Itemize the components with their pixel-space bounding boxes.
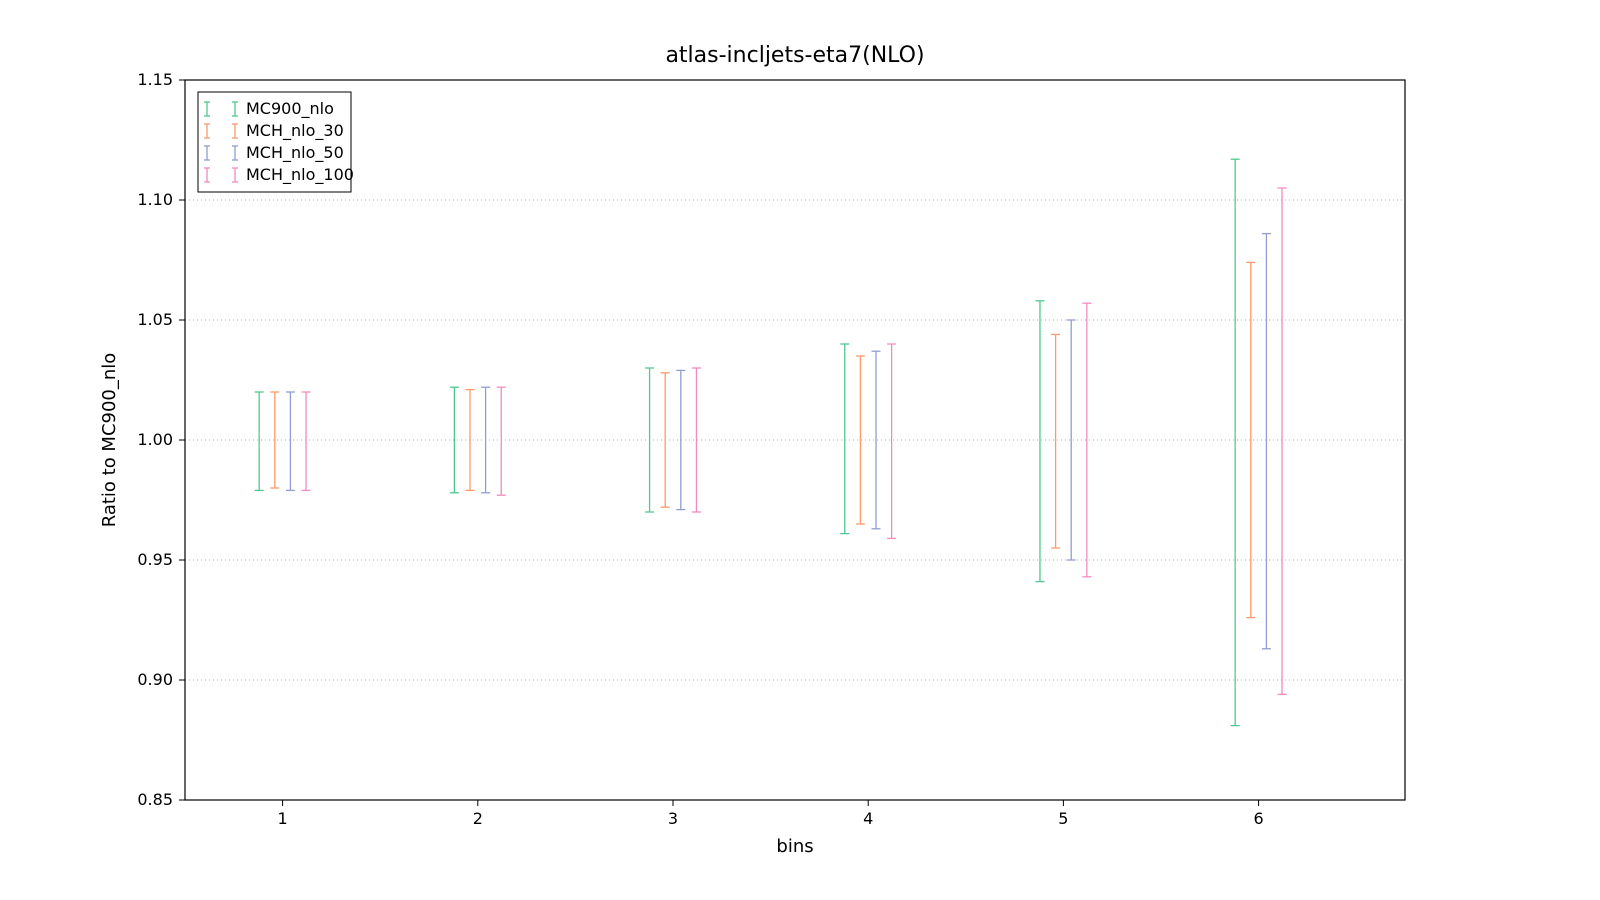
ytick-label: 1.10	[137, 190, 173, 209]
ytick-label: 0.85	[137, 790, 173, 809]
ytick-label: 1.15	[137, 70, 173, 89]
chart-svg: 1 2 3 4 5 6 0.85 0.90 0.95 1.00 1.05 1.10 1.15 bins Ra…	[0, 0, 1600, 900]
ytick-label: 0.95	[137, 550, 173, 569]
xtick-label: 3	[668, 809, 678, 828]
chart-container: 1 2 3 4 5 6 0.85 0.90 0.95 1.00 1.05 1.10 1.15 bins Ra…	[0, 0, 1600, 900]
legend-label: MCH_nlo_30	[246, 121, 344, 141]
y-axis-label: Ratio to MC900_nlo	[99, 353, 120, 528]
xtick-label: 1	[278, 809, 288, 828]
xtick-label: 6	[1254, 809, 1264, 828]
ytick-label: 0.90	[137, 670, 173, 689]
legend-label: MCH_nlo_50	[246, 143, 344, 163]
x-axis-label: bins	[776, 836, 813, 857]
xtick-label: 2	[473, 809, 483, 828]
legend-label: MCH_nlo_100	[246, 165, 354, 185]
xtick-label: 4	[863, 809, 873, 828]
legend-label: MC900_nlo	[246, 99, 334, 119]
ytick-label: 1.05	[137, 310, 173, 329]
xtick-label: 5	[1058, 809, 1068, 828]
chart-title: atlas-incljets-eta7(NLO)	[665, 43, 924, 68]
ytick-label: 1.00	[137, 430, 173, 449]
